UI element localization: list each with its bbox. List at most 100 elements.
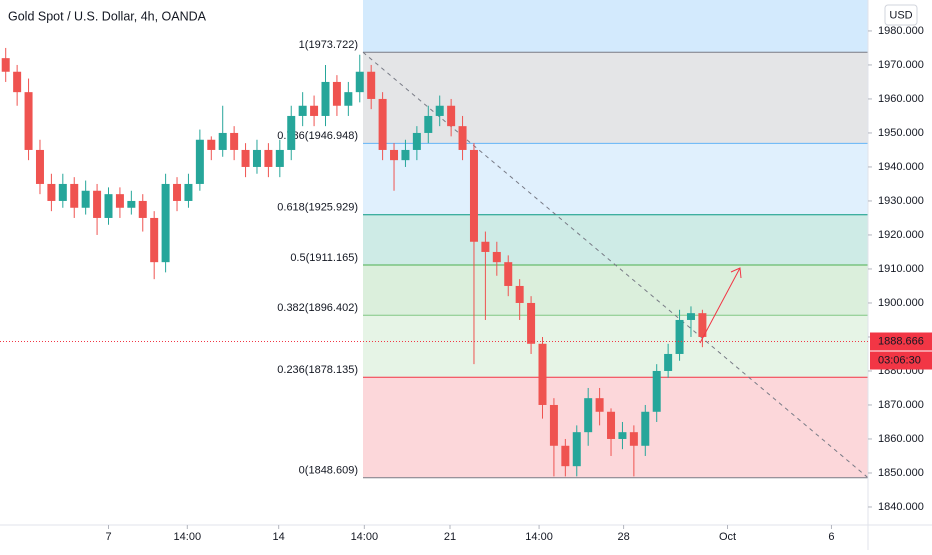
x-tick-label: 14:00 bbox=[351, 531, 379, 543]
x-tick-label: 14:00 bbox=[174, 531, 202, 543]
candle-body bbox=[127, 200, 136, 208]
fib-zone bbox=[363, 143, 868, 215]
price-label: 1888.666 bbox=[878, 335, 924, 347]
y-tick-label: 1910.000 bbox=[878, 263, 924, 275]
candle-body bbox=[652, 370, 661, 412]
fib-label: 0.382(1896.402) bbox=[277, 302, 358, 314]
fib-label: 0.236(1878.135) bbox=[277, 364, 358, 376]
candle-body bbox=[1, 58, 10, 72]
currency-box[interactable] bbox=[884, 4, 918, 26]
candle-body bbox=[81, 190, 90, 208]
candle-body bbox=[435, 105, 444, 116]
candle-body bbox=[332, 81, 341, 106]
candle-body bbox=[241, 149, 250, 167]
candle-body bbox=[218, 132, 227, 150]
candle-body bbox=[230, 132, 239, 150]
y-tick-label: 1840.000 bbox=[878, 501, 924, 513]
price-box bbox=[870, 332, 932, 351]
candle-body bbox=[344, 92, 353, 106]
fib-zone bbox=[363, 214, 868, 265]
candle-body bbox=[664, 353, 673, 371]
candle-body bbox=[618, 432, 627, 439]
chart-title: Gold Spot / U.S. Dollar, 4h, OANDA bbox=[8, 9, 207, 23]
candle-body bbox=[504, 262, 513, 286]
candle-body bbox=[698, 313, 707, 337]
candle-body bbox=[629, 432, 638, 446]
fib-zone bbox=[363, 52, 868, 144]
candle-body bbox=[515, 285, 524, 303]
candle-body bbox=[447, 105, 456, 127]
x-tick-label: Oct bbox=[719, 531, 736, 543]
y-tick-label: 1900.000 bbox=[878, 297, 924, 309]
y-tick-label: 1860.000 bbox=[878, 433, 924, 445]
fib-label: 0.786(1946.948) bbox=[277, 130, 358, 142]
candle-body bbox=[138, 200, 147, 218]
candle-body bbox=[390, 149, 399, 161]
x-tick-label: 21 bbox=[444, 531, 456, 543]
candle-body bbox=[401, 149, 410, 161]
candle-body bbox=[572, 432, 581, 467]
candle-body bbox=[275, 149, 284, 167]
candle-body bbox=[469, 149, 478, 242]
candle-body bbox=[13, 71, 22, 93]
candle-body bbox=[150, 217, 159, 263]
x-tick-label: 6 bbox=[828, 531, 834, 543]
fib-zone bbox=[363, 377, 868, 478]
candle-body bbox=[424, 115, 433, 133]
x-tick-label: 28 bbox=[617, 531, 629, 543]
fib-label: 0.618(1925.929) bbox=[277, 202, 358, 214]
currency: USD bbox=[889, 9, 912, 21]
candle-body bbox=[93, 190, 102, 218]
fib-zone bbox=[363, 0, 868, 53]
candle-body bbox=[527, 302, 536, 344]
candle-body bbox=[538, 343, 547, 405]
candle-body bbox=[458, 126, 467, 150]
fib-label: 0.5(1911.165) bbox=[290, 252, 358, 264]
candle-body bbox=[24, 92, 33, 150]
fib-zone bbox=[363, 264, 868, 316]
candle-body bbox=[104, 194, 113, 218]
candle-body bbox=[595, 398, 604, 412]
trend-line bbox=[362, 51, 869, 479]
countdown-box bbox=[870, 351, 932, 370]
candle-body bbox=[70, 183, 79, 208]
candle-body bbox=[675, 319, 684, 354]
fib-label: 1(1973.722) bbox=[299, 39, 358, 51]
candle-body bbox=[378, 98, 387, 150]
candle-body bbox=[492, 251, 501, 263]
candle-body bbox=[686, 313, 695, 320]
candle-body bbox=[115, 194, 124, 208]
y-tick-label: 1870.000 bbox=[878, 399, 924, 411]
y-tick-label: 1940.000 bbox=[878, 161, 924, 173]
candle-body bbox=[58, 183, 67, 201]
y-tick-label: 1980.000 bbox=[878, 25, 924, 37]
y-tick-label: 1950.000 bbox=[878, 127, 924, 139]
candle-body bbox=[298, 105, 307, 116]
candle-body bbox=[35, 149, 44, 184]
y-tick-label: 1970.000 bbox=[878, 59, 924, 71]
y-tick-label: 1930.000 bbox=[878, 195, 924, 207]
candle-body bbox=[355, 71, 364, 93]
y-tick-label: 1850.000 bbox=[878, 467, 924, 479]
candle-body bbox=[310, 105, 319, 116]
y-tick-label: 1920.000 bbox=[878, 229, 924, 241]
candle-body bbox=[481, 241, 490, 252]
candle-body bbox=[584, 398, 593, 433]
candle-body bbox=[47, 183, 56, 201]
x-tick-label: 7 bbox=[105, 531, 111, 543]
candle-body bbox=[252, 149, 261, 167]
x-tick-label: 14 bbox=[273, 531, 285, 543]
candle-body bbox=[641, 411, 650, 446]
fib-zone bbox=[363, 315, 868, 378]
y-tick-label: 1960.000 bbox=[878, 93, 924, 105]
candle-body bbox=[549, 404, 558, 446]
candle-body bbox=[195, 139, 204, 184]
candle-body bbox=[264, 149, 273, 167]
candle-body bbox=[561, 445, 570, 467]
candle-body bbox=[184, 183, 193, 201]
candle-body bbox=[412, 132, 421, 150]
candle-body bbox=[287, 115, 296, 150]
countdown: 03:06:30 bbox=[878, 354, 921, 366]
candle-body bbox=[607, 411, 616, 439]
